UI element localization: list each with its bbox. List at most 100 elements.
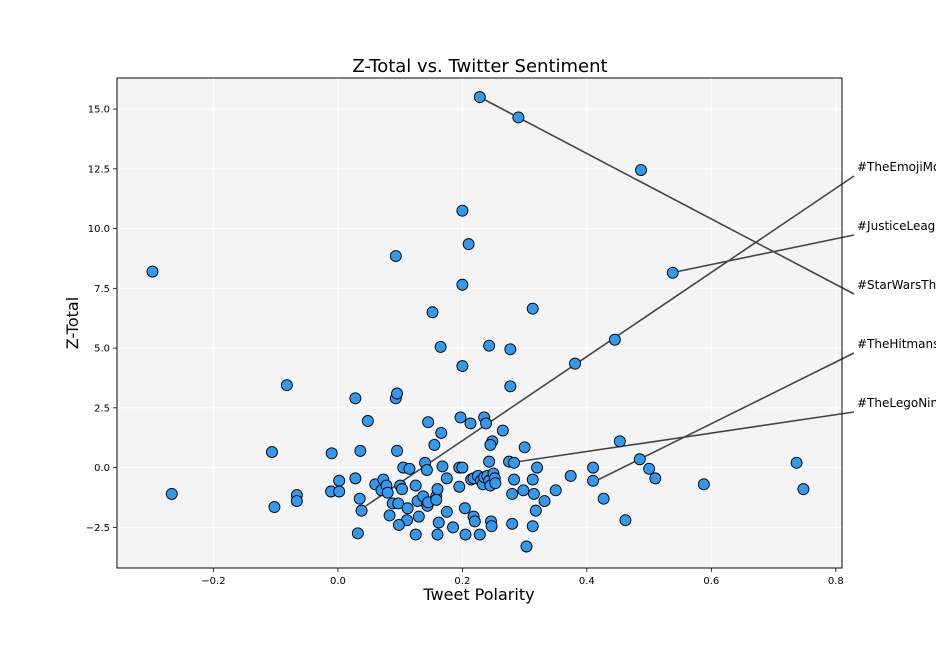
data-point [401,502,414,515]
data-point [526,473,539,486]
data-point [529,504,542,517]
data-point [619,514,632,527]
data-point [456,278,469,291]
data-point [508,456,520,469]
data-point [797,483,810,496]
data-point [412,510,425,523]
data-point [266,446,278,459]
x-tick-label: −0.2 [201,576,225,587]
data-point [506,517,519,530]
data-point [506,487,519,500]
data-point [649,472,662,485]
data-point [473,528,486,541]
data-point [587,461,600,474]
plot-area [116,77,843,569]
annotation-label: #TheEmojiMovie [857,160,936,174]
data-point [396,483,408,496]
data-point [146,265,159,278]
y-axis: −2.5 0.0 2.5 5.0 7.5 10.0 12.5 15.0 [86,105,117,534]
data-point [381,486,394,499]
y-tick-label: 0.0 [94,463,110,474]
y-tick-label: −2.5 [86,523,110,534]
data-point [333,474,346,487]
data-point [440,505,453,518]
data-point [564,470,577,482]
data-point [351,527,364,540]
data-point [613,435,626,448]
data-point [165,487,178,500]
data-point [538,495,551,508]
data-point [447,521,460,534]
x-tick-label: 0.2 [454,576,470,587]
annotation-label: #JusticeLeague [857,219,936,233]
x-axis: −0.2 0.0 0.2 0.4 0.6 0.8 [201,568,844,587]
data-point [355,504,368,517]
data-point [431,528,444,541]
data-point [403,462,416,475]
data-point [633,453,646,466]
data-point [489,477,502,490]
data-point [420,464,433,476]
data-point [431,483,444,496]
annotation-label: #TheHitmansBodyguard [857,337,936,351]
data-point [430,493,443,506]
data-point [434,340,447,353]
data-point [518,441,531,454]
data-point [432,516,445,529]
data-point [389,250,402,263]
data-point [597,492,610,505]
plot-frame [116,77,843,569]
data-point [635,164,647,176]
data-point [280,379,293,392]
annotation-arrow [676,234,855,273]
data-point [453,480,466,493]
data-point [483,339,496,352]
data-point [456,461,469,474]
data-point [456,360,469,372]
data-point [526,302,539,315]
data-point [790,456,803,469]
data-point [454,411,467,424]
data-point [349,392,362,405]
y-axis-title: Z-Total [63,297,82,349]
grid-lines [117,78,842,568]
data-point [464,417,477,430]
data-point [361,415,374,427]
data-point [383,509,396,522]
data-point [549,484,562,497]
annotation-arrow [483,98,855,295]
y-tick-label: 7.5 [94,284,110,295]
data-point [435,427,448,439]
data-point [528,487,540,500]
data-point [643,462,656,475]
data-point [392,519,405,531]
data-point [391,387,403,400]
data-point [517,484,530,497]
x-tick-label: 0.4 [579,576,595,587]
data-point [473,91,486,104]
data-point [436,460,449,473]
data-point [520,540,533,553]
data-point [422,416,435,429]
data-point [456,204,469,217]
data-point [462,238,475,251]
data-point [392,497,405,510]
data-point [512,111,525,124]
annotation-labels: #TheEmojiMovie #JusticeLeague #StarWarsThe… [857,160,936,410]
data-point [349,472,362,485]
data-point [290,495,303,508]
annotation-label: #StarWarsTheLastJedi [857,278,936,292]
data-point [531,461,544,474]
x-tick-label: 0.6 [703,576,719,587]
data-point [504,380,517,393]
data-point [569,357,581,370]
data-point [608,333,621,346]
data-point [325,447,338,460]
x-tick-label: 0.8 [828,576,844,587]
data-point [409,479,422,492]
data-point [485,520,498,533]
data-point [468,515,481,528]
x-tick-label: 0.0 [330,576,346,587]
y-tick-label: 2.5 [94,403,110,414]
